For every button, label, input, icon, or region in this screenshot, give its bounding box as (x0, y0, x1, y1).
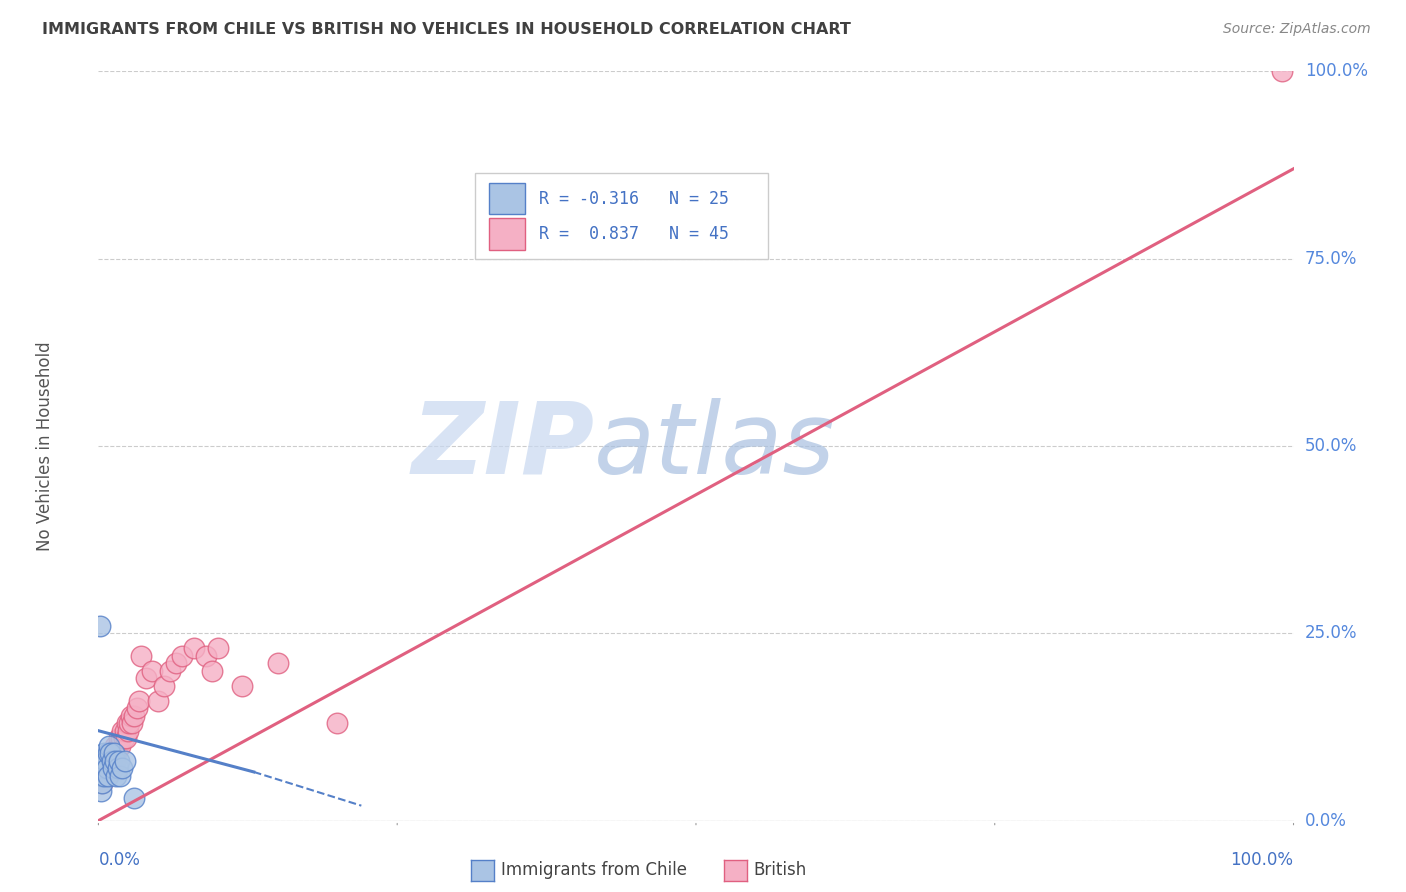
Point (112, 731, 135, 746)
Point (105, 769, 128, 783)
Point (121, 716, 143, 731)
Point (207, 641, 229, 656)
FancyBboxPatch shape (475, 172, 768, 259)
Point (111, 723, 134, 738)
Point (108, 739, 131, 753)
Point (195, 648, 218, 663)
Text: IMMIGRANTS FROM CHILE VS BRITISH NO VEHICLES IN HOUSEHOLD CORRELATION CHART: IMMIGRANTS FROM CHILE VS BRITISH NO VEHI… (42, 22, 851, 37)
Point (110, 731, 132, 746)
Point (159, 664, 181, 678)
Text: R =  0.837   N = 45: R = 0.837 N = 45 (540, 225, 730, 243)
Point (131, 648, 153, 663)
Point (1271, 64, 1294, 78)
Point (124, 791, 146, 805)
Text: Source: ZipAtlas.com: Source: ZipAtlas.com (1223, 22, 1371, 37)
Point (97, 746, 120, 760)
Point (98, 746, 122, 760)
Point (114, 754, 136, 768)
Point (105, 746, 128, 760)
Point (115, 731, 138, 746)
Text: 50.0%: 50.0% (1305, 437, 1357, 455)
Point (100, 761, 122, 775)
Text: ZIP: ZIP (412, 398, 595, 494)
Point (89, 619, 111, 633)
Text: 100.0%: 100.0% (1305, 62, 1368, 80)
Point (104, 754, 127, 768)
Bar (489, 183, 524, 214)
Point (94, 754, 117, 768)
Text: No Vehicles in Household: No Vehicles in Household (35, 341, 53, 551)
Point (114, 723, 136, 738)
Point (183, 641, 205, 656)
Point (165, 657, 187, 671)
Point (231, 679, 253, 693)
Point (107, 754, 129, 768)
Point (153, 679, 176, 693)
Point (201, 664, 224, 678)
Point (107, 739, 129, 753)
Point (93, 761, 115, 775)
Point (93, 769, 115, 783)
Point (94, 754, 117, 768)
Point (90, 783, 112, 797)
Point (91, 776, 114, 790)
Point (125, 701, 148, 715)
Point (135, 671, 157, 685)
Bar (489, 219, 524, 250)
Point (104, 739, 127, 753)
Text: atlas: atlas (595, 398, 837, 494)
Point (326, 716, 349, 731)
Point (97, 769, 120, 783)
Point (100, 754, 122, 768)
Point (141, 664, 163, 678)
Point (93, 746, 115, 760)
Point (117, 723, 139, 738)
Point (101, 761, 124, 775)
Point (103, 746, 125, 760)
Point (172, 648, 194, 663)
Point (103, 746, 125, 760)
Point (148, 694, 170, 708)
Text: 0.0%: 0.0% (1305, 812, 1347, 830)
Text: Immigrants from Chile: Immigrants from Chile (501, 861, 686, 879)
Text: British: British (754, 861, 807, 879)
Text: 25.0%: 25.0% (1305, 624, 1357, 642)
Text: 100.0%: 100.0% (1230, 851, 1294, 869)
Point (108, 769, 131, 783)
Point (91, 754, 114, 768)
Point (115, 716, 138, 731)
Text: R = -0.316   N = 25: R = -0.316 N = 25 (540, 190, 730, 208)
Point (98, 746, 122, 760)
Point (124, 708, 146, 723)
Text: 75.0%: 75.0% (1305, 250, 1357, 268)
Point (128, 694, 150, 708)
Point (107, 731, 129, 746)
Point (267, 657, 290, 671)
Point (91, 761, 114, 775)
Point (98, 739, 121, 753)
Point (91, 769, 114, 783)
Point (91, 776, 114, 790)
Point (111, 761, 134, 775)
Point (98, 754, 121, 768)
Point (120, 708, 142, 723)
Point (97, 761, 120, 775)
Point (96, 769, 118, 783)
Point (96, 761, 118, 775)
Point (91, 769, 114, 783)
Text: 0.0%: 0.0% (98, 851, 141, 869)
Point (118, 716, 141, 731)
Point (101, 754, 124, 768)
Point (107, 761, 129, 775)
